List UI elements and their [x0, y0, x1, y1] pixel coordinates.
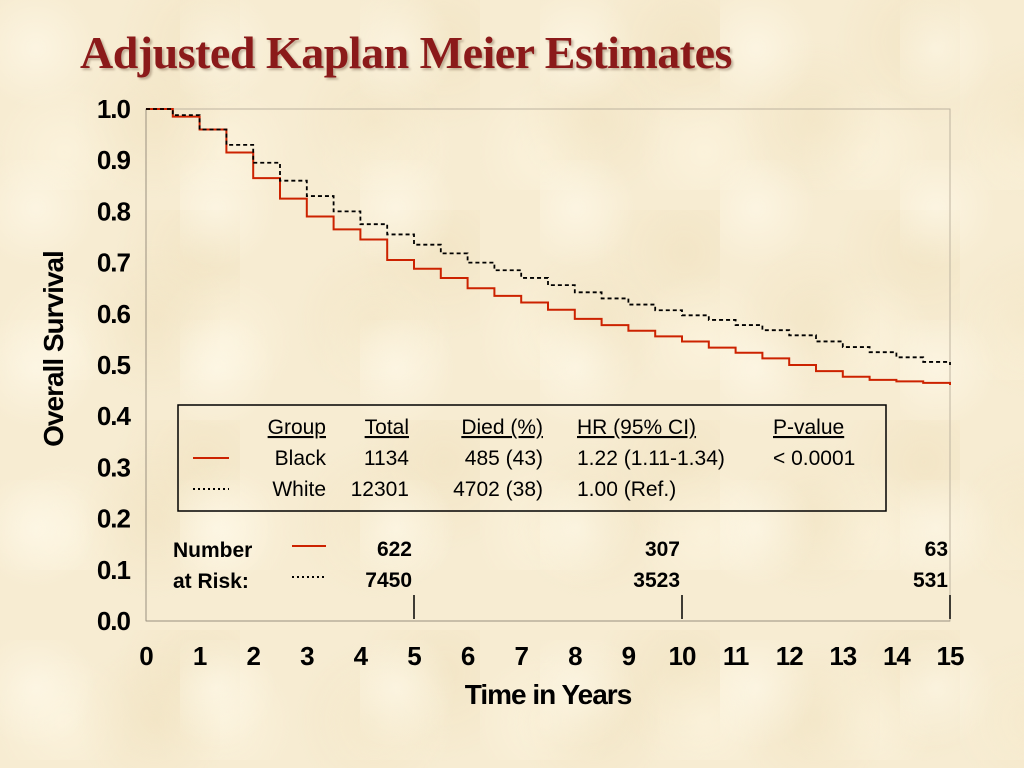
legend-box: [177, 404, 887, 512]
legend-cell-hr: 1.22 (1.11-1.34): [577, 447, 725, 470]
legend-cell-total: 12301: [351, 478, 409, 501]
y-tick-label: 0.8: [97, 196, 131, 226]
survival-curve-black: [146, 108, 951, 385]
risk-label: at Risk:: [173, 570, 249, 593]
legend-cell-group: Black: [275, 447, 327, 470]
x-tick-label: 8: [568, 641, 582, 671]
plot-frame: [145, 108, 951, 622]
x-tick-label: 3: [300, 641, 314, 671]
y-tick-label: 0.3: [97, 452, 131, 482]
legend-cell-hr: 1.00 (Ref.): [577, 478, 676, 501]
legend-cell-died: 485 (43): [465, 447, 543, 470]
x-tick-label: 9: [622, 641, 636, 671]
x-axis-label: Time in Years: [465, 679, 632, 710]
x-tick-label: 7: [514, 641, 528, 671]
legend-header: Died (%): [461, 416, 543, 439]
x-tick-label: 15: [937, 641, 964, 671]
x-tick-label: 13: [829, 641, 856, 671]
risk-count-white: 3523: [633, 569, 680, 592]
x-tick-label: 0: [139, 641, 153, 671]
x-tick-label: 6: [461, 641, 475, 671]
legend-header: Group: [268, 416, 326, 439]
legend-cell-died: 4702 (38): [453, 478, 543, 501]
risk-count-white: 7450: [365, 569, 412, 592]
x-tick-label: 5: [407, 641, 421, 671]
y-tick-label: 1.0: [97, 94, 131, 124]
y-tick-label: 0.7: [97, 248, 131, 278]
risk-count-black: 307: [645, 538, 680, 561]
x-tick-label: 10: [669, 641, 696, 671]
legend-cell-group: White: [272, 478, 326, 501]
x-tick-label: 1: [193, 641, 207, 671]
number-at-risk: Number at Risk: 622 7450 307 3523 63 531: [173, 538, 951, 619]
y-tick-label: 0.5: [97, 350, 131, 380]
legend-header: Total: [365, 416, 409, 439]
risk-label: Number: [173, 539, 252, 562]
axes: 0.00.10.20.30.40.50.60.70.80.91.00 1 2 3 4 5 6…: [38, 94, 965, 710]
y-tick-label: 0.0: [97, 606, 131, 636]
y-tick-label: 0.9: [97, 145, 131, 175]
x-tick-label: 12: [776, 641, 803, 671]
y-tick-label: 0.6: [97, 299, 131, 329]
x-tick-label: 2: [246, 641, 260, 671]
survival-curves: [146, 108, 951, 385]
risk-count-white: 531: [913, 569, 948, 592]
y-tick-label: 0.2: [97, 504, 131, 534]
slide-title: Adjusted Kaplan Meier Estimates: [80, 27, 732, 78]
y-axis-label: Overall Survival: [38, 251, 69, 447]
x-tick-label: 11: [723, 641, 749, 671]
y-tick-label: 0.4: [97, 401, 132, 431]
survival-curve-white: [146, 108, 951, 365]
risk-count-black: 63: [925, 538, 948, 561]
risk-count-black: 622: [377, 538, 412, 561]
legend-header: P-value: [773, 416, 844, 439]
legend-cell-p: < 0.0001: [773, 447, 855, 470]
x-tick-label: 4: [354, 641, 369, 671]
x-tick-label: 14: [883, 641, 911, 671]
legend-header: HR (95% CI): [577, 416, 696, 439]
legend-cell-total: 1134: [364, 447, 409, 470]
y-tick-label: 0.1: [97, 555, 131, 585]
legend-table: Group Total Died (%) HR (95% CI) P-value Blac…: [177, 404, 887, 512]
